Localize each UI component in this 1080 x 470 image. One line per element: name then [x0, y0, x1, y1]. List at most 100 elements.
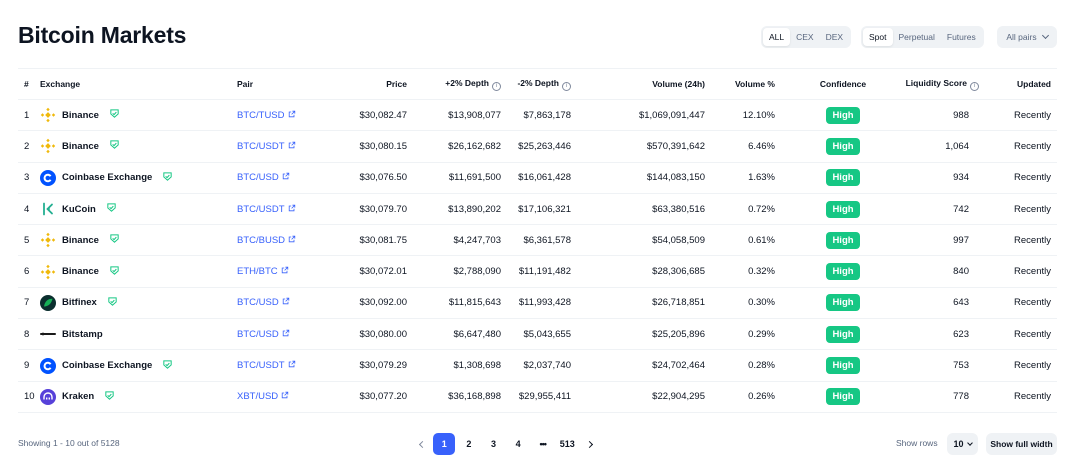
- row-exchange[interactable]: Bitfinex: [40, 287, 237, 320]
- exchange-name[interactable]: Bitstamp: [62, 328, 103, 340]
- header-updated[interactable]: Updated: [983, 68, 1057, 100]
- row-exchange[interactable]: Binance: [40, 255, 237, 288]
- pair-label: BTC/TUSD: [237, 109, 285, 121]
- header-pair[interactable]: Pair: [237, 68, 319, 100]
- filter-perpetual[interactable]: Perpetual: [898, 32, 935, 42]
- row-pair[interactable]: BTC/USDT: [237, 130, 319, 163]
- rows-per-page-value: 10: [953, 439, 964, 449]
- row-price: $30,076.50: [319, 162, 407, 194]
- row-updated: Recently: [983, 162, 1057, 194]
- kraken-logo-icon: [40, 388, 56, 405]
- page-4-button[interactable]: 4: [515, 439, 521, 449]
- exchange-name[interactable]: Coinbase Exchange: [62, 172, 153, 184]
- header-price[interactable]: Price: [319, 68, 407, 100]
- row-rank: 8: [18, 318, 40, 351]
- info-icon[interactable]: i: [970, 81, 979, 91]
- header-depth-neg[interactable]: -2% Depth i: [501, 68, 597, 100]
- row-pair[interactable]: BTC/USD: [237, 287, 319, 320]
- page-1-button[interactable]: 1: [433, 433, 456, 455]
- row-pair[interactable]: BTC/USDT: [237, 193, 319, 226]
- header-volume-pct[interactable]: Volume %: [705, 68, 775, 100]
- row-price: $30,079.70: [319, 193, 407, 226]
- header-liquidity[interactable]: Liquidity Score i: [901, 68, 983, 100]
- table-row[interactable]: 3 Coinbase Exchange BTC/USD $30,076.50 $11,6…: [18, 162, 1057, 194]
- info-icon[interactable]: i: [562, 81, 571, 91]
- row-pair[interactable]: BTC/USD: [237, 318, 319, 351]
- row-pair[interactable]: BTC/USDT: [237, 349, 319, 382]
- pair-link[interactable]: BTC/USDT: [237, 141, 296, 152]
- pair-link[interactable]: BTC/USDT: [237, 360, 296, 371]
- pair-label: XBT/USD: [237, 391, 279, 403]
- header-exchange[interactable]: Exchange: [40, 68, 237, 100]
- page-2-button[interactable]: 2: [466, 439, 472, 449]
- bitfinex-logo-icon: [40, 294, 56, 311]
- pair-link[interactable]: XBT/USD: [237, 391, 289, 402]
- row-exchange[interactable]: Bitstamp: [40, 318, 237, 351]
- row-exchange[interactable]: Coinbase Exchange: [40, 349, 237, 382]
- row-updated: Recently: [983, 130, 1057, 163]
- row-liquidity: 623: [901, 318, 983, 351]
- header-confidence[interactable]: Confidence: [775, 68, 901, 100]
- row-exchange[interactable]: KuCoin: [40, 193, 237, 226]
- exchange-name[interactable]: Binance: [62, 266, 99, 278]
- row-exchange[interactable]: Coinbase Exchange: [40, 162, 237, 194]
- table-row[interactable]: 9 Coinbase Exchange BTC/USDT $30,079.29 $1,3…: [18, 349, 1057, 382]
- next-page-button[interactable]: [580, 433, 600, 455]
- pair-label: BTC/USD: [237, 328, 279, 340]
- filter-all[interactable]: ALL: [763, 28, 791, 46]
- prev-page-button[interactable]: [412, 433, 432, 455]
- header-volume[interactable]: Volume (24h): [597, 68, 705, 100]
- table-row[interactable]: 10 Kraken XBT/USD $30,077.20 $36,168,898 $29,…: [18, 381, 1057, 413]
- exchange-name[interactable]: Coinbase Exchange: [62, 360, 153, 372]
- rows-per-page-dropdown[interactable]: 10: [947, 433, 978, 455]
- header-liquidity-label: Liquidity Score: [905, 77, 967, 88]
- row-pair[interactable]: BTC/BUSD: [237, 224, 319, 257]
- exchange-name[interactable]: Binance: [62, 234, 99, 246]
- row-exchange[interactable]: Kraken: [40, 381, 237, 413]
- table-row[interactable]: 6 Binance ETH/BTC $30,072.01 $2,788,090 $11,1…: [18, 255, 1057, 288]
- exchange-name[interactable]: Bitfinex: [62, 297, 97, 309]
- row-pair[interactable]: XBT/USD: [237, 381, 319, 413]
- show-full-width-button[interactable]: Show full width: [986, 433, 1057, 455]
- verified-shield-icon: [158, 359, 173, 373]
- row-pair[interactable]: BTC/USD: [237, 162, 319, 194]
- row-liquidity: 934: [901, 162, 983, 194]
- row-exchange[interactable]: Binance: [40, 130, 237, 163]
- external-link-icon: [288, 235, 296, 246]
- row-pair[interactable]: BTC/TUSD: [237, 99, 319, 132]
- pairs-dropdown[interactable]: All pairs: [997, 26, 1057, 48]
- page-last-button[interactable]: 513: [559, 439, 575, 449]
- exchange-name[interactable]: Binance: [62, 140, 99, 152]
- pair-link[interactable]: ETH/BTC: [237, 266, 289, 277]
- table-row[interactable]: 4 KuCoin BTC/USDT $30,079.70 $13,890,202 $17,…: [18, 193, 1057, 226]
- pair-link[interactable]: BTC/USD: [237, 172, 290, 183]
- pair-link[interactable]: BTC/USD: [237, 297, 290, 308]
- filter-futures[interactable]: Futures: [946, 32, 976, 42]
- row-exchange[interactable]: Binance: [40, 99, 237, 132]
- filter-cex[interactable]: CEX: [796, 32, 814, 42]
- row-pair[interactable]: ETH/BTC: [237, 255, 319, 288]
- table-row[interactable]: 2 Binance BTC/USDT $30,080.15 $26,162,682 $25…: [18, 130, 1057, 163]
- table-row[interactable]: 5 Binance BTC/BUSD $30,081.75 $4,247,703 $6,3…: [18, 224, 1057, 257]
- coinbase-logo-icon: [40, 169, 56, 186]
- info-icon[interactable]: i: [492, 81, 501, 91]
- exchange-name[interactable]: KuCoin: [62, 203, 96, 215]
- table-row[interactable]: 7 Bitfinex BTC/USD $30,092.00 $11,815,643 $11…: [18, 287, 1057, 320]
- filter-dex[interactable]: DEX: [825, 32, 844, 42]
- exchange-name[interactable]: Binance: [62, 109, 99, 121]
- header-depth-pos[interactable]: +2% Depth i: [407, 68, 501, 100]
- row-volume: $63,380,516: [597, 193, 705, 226]
- table-row[interactable]: 8 Bitstamp BTC/USD $30,080.00 $6,647,480 $5,0…: [18, 318, 1057, 351]
- row-confidence: High: [775, 99, 901, 132]
- table-row[interactable]: 1 Binance BTC/TUSD $30,082.47 $13,908,077 $7,…: [18, 99, 1057, 132]
- pair-link[interactable]: BTC/USD: [237, 329, 290, 340]
- row-exchange[interactable]: Binance: [40, 224, 237, 257]
- pair-link[interactable]: BTC/BUSD: [237, 235, 296, 246]
- table-header-row: # Exchange Pair Price +2% Depth i -2% Dep…: [18, 68, 1057, 100]
- pair-link[interactable]: BTC/USDT: [237, 204, 296, 215]
- header-rank[interactable]: #: [18, 68, 40, 100]
- exchange-name[interactable]: Kraken: [62, 391, 95, 403]
- filter-spot[interactable]: Spot: [863, 28, 893, 46]
- pair-link[interactable]: BTC/TUSD: [237, 110, 296, 121]
- page-3-button[interactable]: 3: [490, 439, 496, 449]
